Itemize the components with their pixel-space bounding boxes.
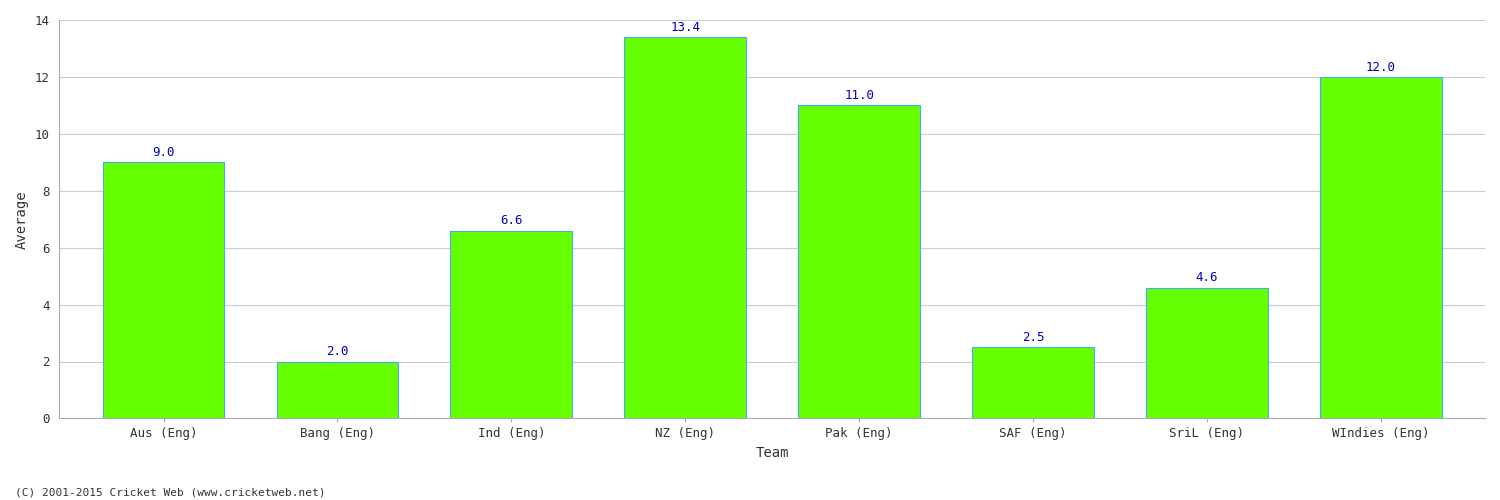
Text: 12.0: 12.0 [1365, 60, 1395, 74]
Bar [972, 348, 1094, 418]
X-axis label: Team: Team [756, 446, 789, 460]
Text: (C) 2001-2015 Cricket Web (www.cricketweb.net): (C) 2001-2015 Cricket Web (www.cricketwe… [15, 488, 326, 498]
Y-axis label: Average: Average [15, 190, 28, 248]
Text: 11.0: 11.0 [844, 89, 874, 102]
Bar [798, 106, 920, 418]
Text: 9.0: 9.0 [153, 146, 176, 159]
Bar [450, 230, 572, 418]
Text: 13.4: 13.4 [670, 20, 700, 34]
Text: 2.0: 2.0 [326, 345, 348, 358]
Text: 4.6: 4.6 [1196, 271, 1218, 284]
Bar [624, 37, 746, 418]
Bar [102, 162, 225, 418]
Bar [276, 362, 399, 418]
Bar [1146, 288, 1268, 418]
Text: 2.5: 2.5 [1022, 331, 1044, 344]
Bar [1320, 77, 1442, 418]
Text: 6.6: 6.6 [500, 214, 522, 227]
